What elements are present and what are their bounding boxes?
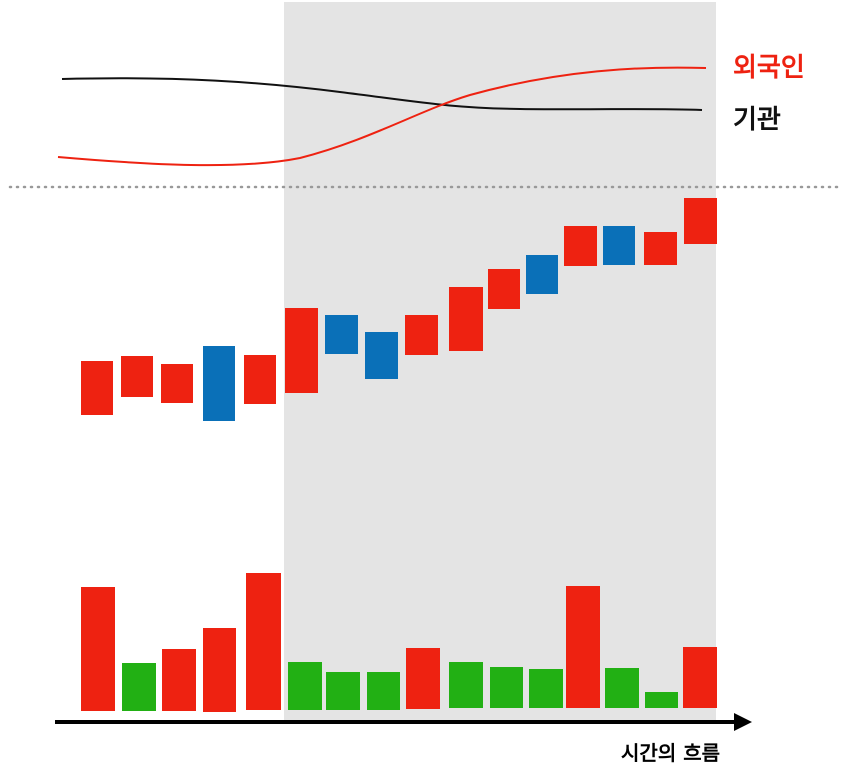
candle xyxy=(81,361,113,415)
candle xyxy=(285,308,318,393)
candle xyxy=(161,364,193,403)
volume-bar xyxy=(406,648,440,709)
volume-bar xyxy=(326,672,360,710)
volume-bar xyxy=(566,586,600,708)
volume-bar xyxy=(683,647,717,708)
volume-bar xyxy=(605,668,639,708)
candle xyxy=(526,255,558,294)
candle xyxy=(644,232,677,265)
volume-bars xyxy=(81,573,717,712)
volume-bar xyxy=(288,662,322,710)
candle xyxy=(121,356,153,397)
candle xyxy=(564,226,597,266)
volume-bar xyxy=(529,669,563,708)
volume-bar xyxy=(162,649,196,711)
legend-foreign: 외국인 xyxy=(733,53,805,83)
candle xyxy=(488,269,520,309)
volume-bar xyxy=(645,692,678,708)
candle xyxy=(449,287,483,351)
legend-institution: 기관 xyxy=(733,105,781,135)
candle xyxy=(325,315,358,354)
foreign-line xyxy=(57,66,707,167)
candle xyxy=(405,315,438,355)
candle xyxy=(603,226,635,265)
candle xyxy=(365,332,398,379)
institution-line xyxy=(61,77,703,111)
volume-bar xyxy=(246,573,281,710)
volume-bar xyxy=(122,663,156,711)
volume-bar xyxy=(203,628,236,712)
volume-bar xyxy=(449,662,483,708)
highlight-region xyxy=(284,2,716,720)
time-arrowhead xyxy=(734,713,752,731)
volume-bar xyxy=(81,587,115,711)
candle xyxy=(684,198,717,244)
candle xyxy=(203,346,235,421)
time-axis-label: 시간의 흐름 xyxy=(621,741,720,765)
candle xyxy=(244,355,276,404)
volume-bar xyxy=(367,672,400,710)
candles xyxy=(81,198,717,421)
volume-bar xyxy=(490,667,523,708)
